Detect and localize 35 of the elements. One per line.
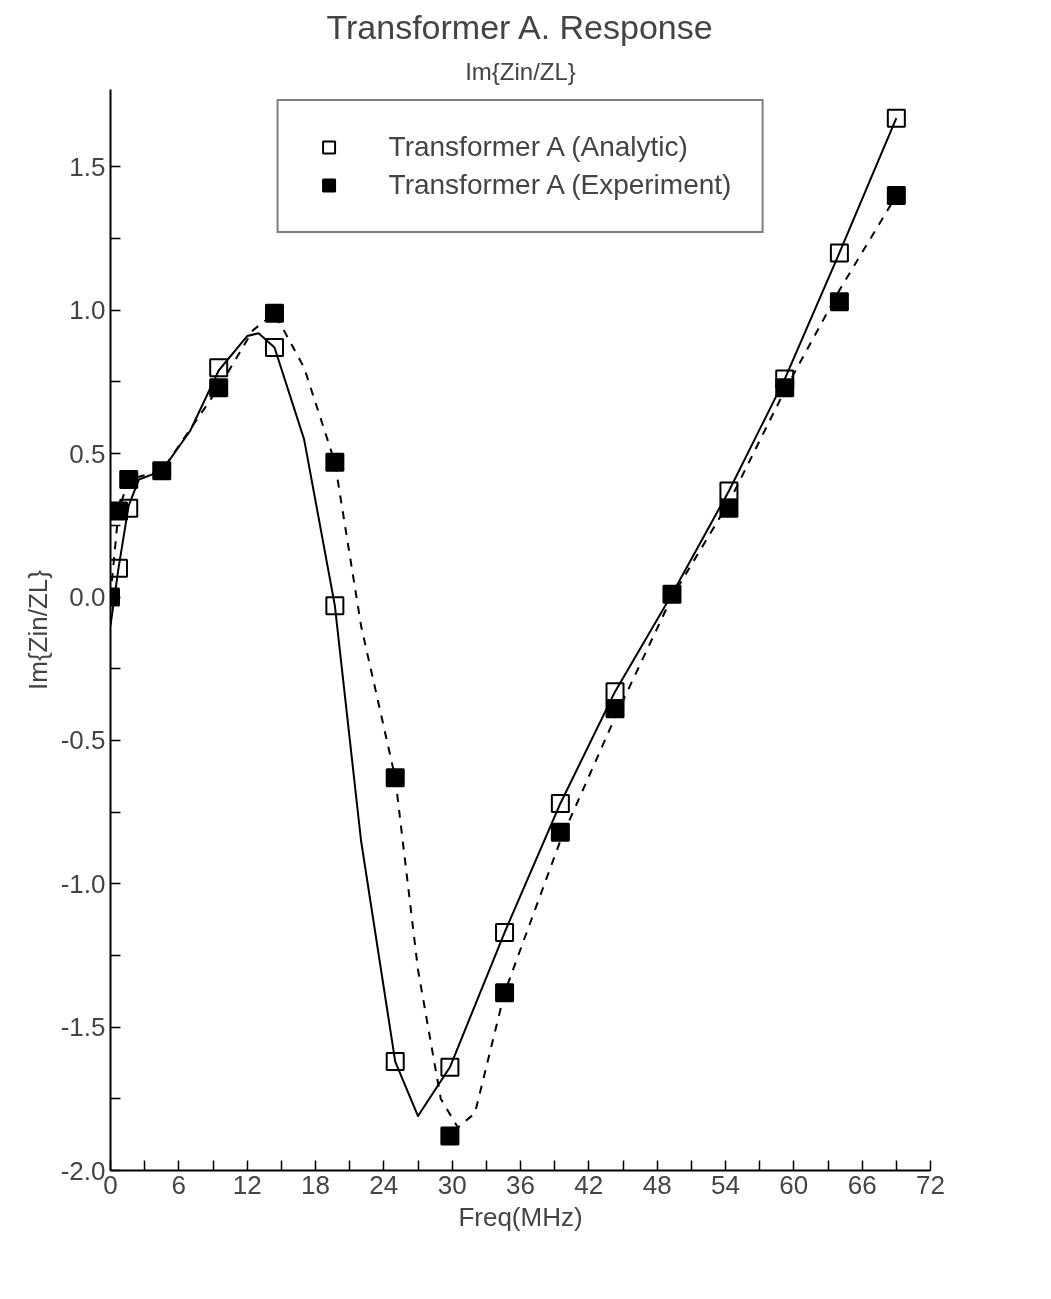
point xyxy=(325,452,345,472)
y-axis-title: Im{Zin/ZL} xyxy=(22,569,53,690)
x-axis-title: Freq(MHz) xyxy=(458,1201,583,1232)
x-tick-label: 30 xyxy=(437,1169,467,1200)
point xyxy=(385,768,405,788)
y-tick-label: -0.5 xyxy=(60,725,106,756)
point xyxy=(886,108,906,128)
x-tick-label: 48 xyxy=(642,1169,672,1200)
point xyxy=(495,983,515,1003)
point xyxy=(829,292,849,312)
x-tick-label: 66 xyxy=(847,1169,877,1200)
x-tick-label: 12 xyxy=(232,1169,262,1200)
chart-title: Transformer A. Response xyxy=(326,7,713,46)
y-tick-label: -1.5 xyxy=(60,1012,106,1043)
point xyxy=(119,469,139,489)
point xyxy=(440,1126,460,1146)
x-tick-label: 72 xyxy=(916,1169,945,1200)
y-tick-label: 1.5 xyxy=(69,151,106,182)
x-tick-label: 42 xyxy=(574,1169,604,1200)
point xyxy=(550,822,570,842)
x-tick-label: 24 xyxy=(369,1169,399,1200)
y-tick-label: 0.5 xyxy=(69,438,106,469)
point xyxy=(886,186,906,206)
y-tick-label: 0.0 xyxy=(69,582,106,613)
x-tick-label: 18 xyxy=(301,1169,330,1200)
y-tick-label: -1.0 xyxy=(60,868,106,899)
x-tick-label: 60 xyxy=(779,1169,809,1200)
x-tick-label: 36 xyxy=(506,1169,535,1200)
chart-subtitle: Im{Zin/ZL} xyxy=(465,57,576,85)
point xyxy=(265,303,284,323)
x-tick-label: 6 xyxy=(171,1169,187,1200)
legend-label: Transformer A (Experiment) xyxy=(388,169,732,201)
x-tick-label: 54 xyxy=(711,1169,740,1200)
y-tick-label: 1.0 xyxy=(69,295,106,326)
legend-label: Transformer A (Analytic) xyxy=(388,131,688,163)
